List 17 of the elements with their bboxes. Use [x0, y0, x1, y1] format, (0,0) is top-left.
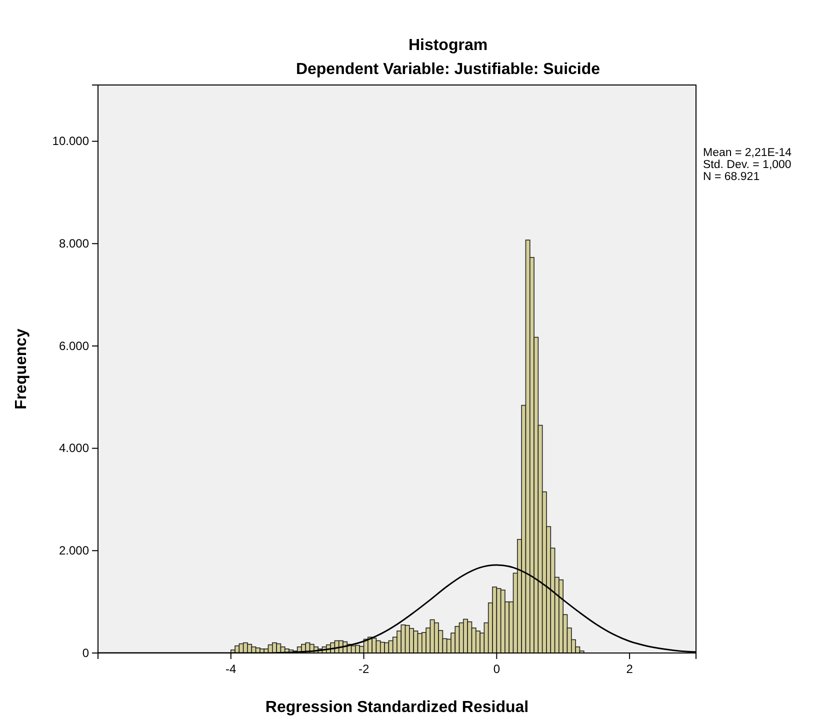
x-tick-label: -2	[358, 662, 370, 676]
x-tick-label: 2	[626, 662, 634, 676]
chart-subtitle: Dependent Variable: Justifiable: Suicide	[296, 61, 600, 78]
x-tick-label: 0	[493, 662, 500, 676]
y-axis-title: Frequency	[13, 328, 30, 410]
text: Mean = 2,21E-14	[703, 147, 792, 159]
x-tick-label: -4	[226, 662, 237, 676]
y-tick-label: 4.000	[58, 441, 90, 456]
y-tick-label: 8.000	[58, 236, 90, 250]
text: N = 68.921	[703, 171, 760, 183]
chart-title: Histogram	[408, 37, 488, 54]
y-tick-label: 2.000	[58, 544, 90, 558]
text: Std. Dev. = 1,000	[703, 159, 792, 171]
y-tick-label: 10.000	[52, 134, 90, 148]
y-tick-label: 0	[82, 646, 90, 660]
x-axis-title: Regression Standardized Residual	[265, 699, 529, 716]
y-tick-label: 6.000	[58, 338, 90, 353]
